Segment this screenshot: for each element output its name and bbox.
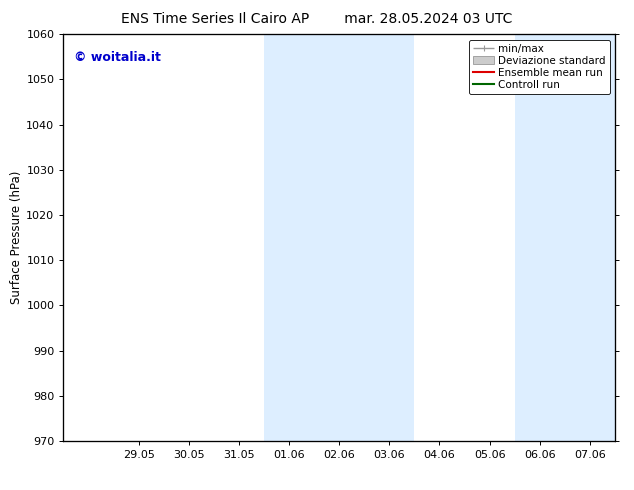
Text: © woitalia.it: © woitalia.it [74, 50, 161, 64]
Y-axis label: Surface Pressure (hPa): Surface Pressure (hPa) [11, 171, 23, 304]
Bar [515, 34, 615, 441]
Legend: min/max, Deviazione standard, Ensemble mean run, Controll run: min/max, Deviazione standard, Ensemble m… [469, 40, 610, 94]
Text: ENS Time Series Il Cairo AP        mar. 28.05.2024 03 UTC: ENS Time Series Il Cairo AP mar. 28.05.2… [121, 12, 513, 26]
Bar [264, 34, 415, 441]
